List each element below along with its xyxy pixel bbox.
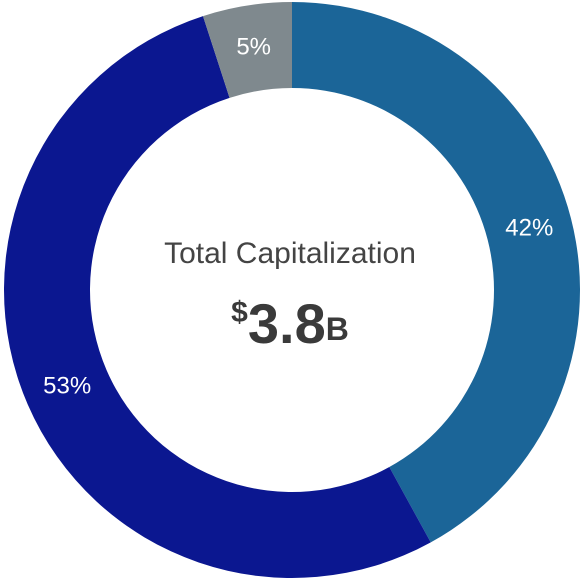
value-label: 42% bbox=[505, 214, 553, 241]
slices bbox=[4, 2, 581, 579]
center-value: $3.8B bbox=[231, 292, 349, 355]
center-value-prefix: $ bbox=[231, 296, 248, 329]
slice bbox=[4, 16, 431, 579]
value-label: 53% bbox=[43, 373, 91, 400]
center-value-suffix: B bbox=[326, 311, 349, 347]
slice bbox=[203, 2, 292, 98]
labels: 42% 53% 5% bbox=[43, 33, 553, 399]
center-label: Total Capitalization bbox=[164, 237, 416, 270]
slice bbox=[292, 2, 581, 543]
value-label: 5% bbox=[236, 33, 271, 60]
center-value-number: 3.8 bbox=[248, 292, 326, 355]
